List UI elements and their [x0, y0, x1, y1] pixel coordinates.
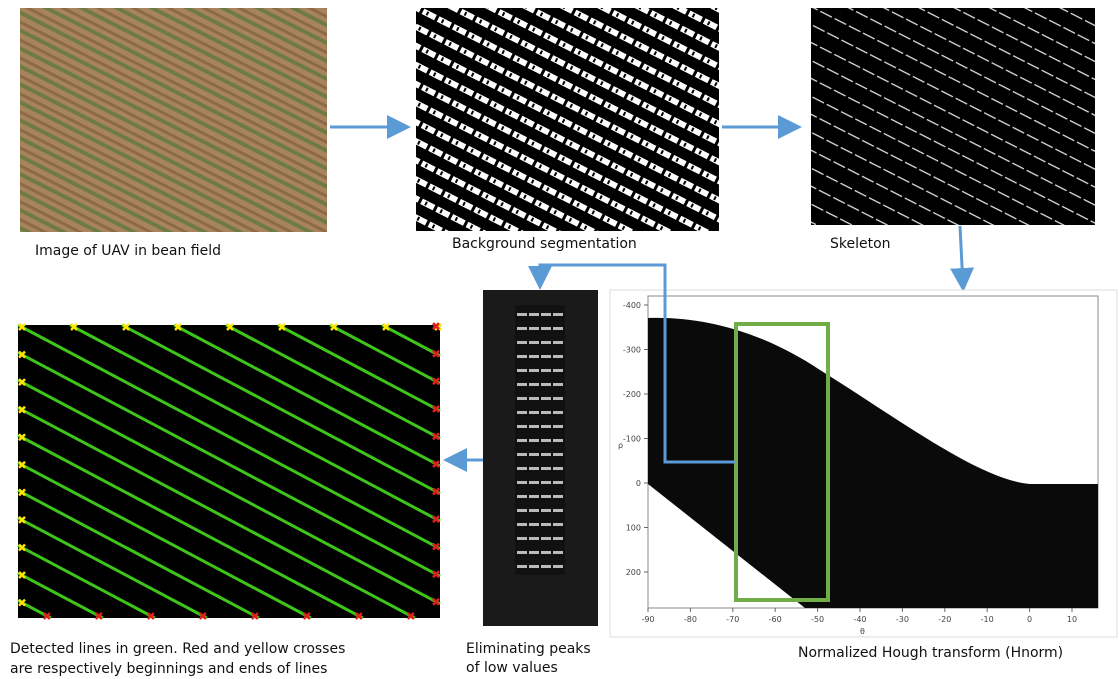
cross	[226, 323, 234, 331]
x-tick-label: -90	[641, 615, 654, 624]
line	[173, 323, 441, 468]
cross	[174, 323, 182, 331]
skeleton-image	[811, 8, 1095, 225]
cross	[432, 542, 440, 551]
caption: Skeleton	[830, 236, 891, 252]
caption: Detected lines in green. Red and yellow …	[10, 641, 345, 657]
cross	[18, 488, 26, 497]
line	[17, 489, 260, 620]
cross	[18, 378, 26, 387]
selection-box	[734, 322, 830, 602]
caption: Normalized Hough transform (Hnorm)	[798, 645, 1063, 661]
line	[17, 571, 104, 620]
line	[17, 378, 441, 606]
x-tick-label: -60	[769, 615, 782, 624]
x-tick-label: -10	[981, 615, 994, 624]
x-tick-label: 0	[1027, 615, 1032, 624]
cross	[18, 323, 26, 331]
cross	[302, 612, 311, 620]
cross	[18, 460, 26, 469]
arrows	[330, 115, 975, 472]
cross	[18, 571, 26, 579]
peaks	[515, 305, 565, 575]
cross	[18, 516, 26, 524]
line	[17, 433, 364, 620]
line	[329, 323, 441, 385]
caption: Image of UAV in bean field	[35, 243, 221, 259]
detected-lines	[17, 322, 442, 620]
cross	[432, 487, 440, 496]
line	[69, 323, 441, 523]
y-tick-label: -400	[623, 301, 641, 310]
cross	[42, 612, 51, 620]
x-tick-label: -50	[811, 615, 824, 624]
cross	[70, 323, 78, 331]
cross	[330, 323, 338, 331]
caption: Eliminating peaks	[466, 641, 591, 657]
caption: are respectively beginnings and ends of …	[10, 661, 327, 677]
cross	[278, 323, 286, 331]
line	[17, 351, 441, 578]
cross	[94, 612, 103, 620]
cross	[250, 612, 259, 620]
cross	[18, 350, 26, 359]
y-tick-label: -100	[623, 435, 641, 444]
line	[381, 323, 441, 358]
x-tick-label: -40	[853, 615, 866, 624]
y-tick-label: 0	[636, 479, 641, 488]
caption: Background segmentation	[452, 236, 637, 252]
x-tick-label: -30	[896, 615, 909, 624]
cross	[432, 570, 440, 579]
connector	[528, 263, 735, 464]
x-tick-label: -70	[726, 615, 739, 624]
y-tick-label: -200	[623, 390, 641, 399]
cross	[432, 460, 440, 468]
cross	[432, 432, 440, 441]
caption: of low values	[466, 660, 558, 676]
line	[277, 323, 441, 413]
y-tick-label: -300	[623, 346, 641, 355]
line	[17, 544, 156, 620]
cross	[198, 612, 207, 620]
cross	[432, 404, 440, 413]
cross	[122, 323, 130, 331]
y-tick-label: 200	[626, 568, 641, 577]
x-tick-label: 10	[1067, 615, 1077, 624]
cross	[432, 597, 440, 606]
cross	[432, 349, 440, 358]
cross	[146, 612, 155, 620]
line	[121, 323, 441, 495]
cross	[432, 515, 440, 523]
y-axis-label: ρ	[618, 441, 623, 450]
cross	[406, 612, 415, 620]
cross	[18, 405, 26, 414]
x-tick-label: -80	[684, 615, 697, 624]
cross	[354, 612, 363, 620]
cross	[18, 433, 26, 442]
line	[17, 406, 416, 620]
cross	[18, 543, 26, 552]
segmentation-image	[416, 8, 719, 231]
line	[17, 516, 208, 620]
uav-image	[20, 8, 327, 232]
line	[17, 323, 441, 550]
line	[225, 323, 441, 440]
cross	[18, 598, 26, 607]
cross	[382, 323, 390, 331]
x-axis-label: θ	[860, 627, 865, 636]
cross	[432, 377, 440, 386]
y-tick-label: 100	[626, 524, 641, 533]
line	[17, 461, 312, 620]
hough-region	[648, 317, 1098, 608]
x-tick-label: -20	[938, 615, 951, 624]
cross	[432, 322, 440, 331]
